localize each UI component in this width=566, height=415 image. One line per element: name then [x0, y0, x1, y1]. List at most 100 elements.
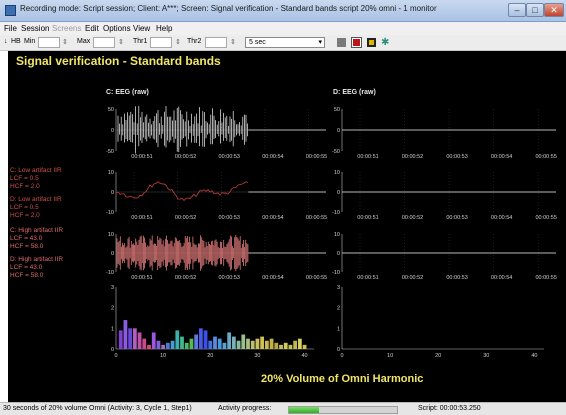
left-spectrum-bar [142, 338, 147, 349]
max-field[interactable] [93, 37, 115, 48]
left-spectrum-bar [123, 320, 128, 349]
d-low-lcf: LCF = 0.5 [10, 204, 39, 211]
left-spectrum-bar [156, 340, 161, 349]
right-raw-ytick: 50 [334, 107, 340, 113]
hb-icon[interactable]: ↓ [4, 38, 8, 45]
time-window-select[interactable]: 5 sec ▾ [245, 37, 325, 48]
settings-icon[interactable]: ✱ [381, 37, 390, 48]
right-high-time-tick: 00:00:51 [357, 275, 378, 281]
left-spectrum-bar [118, 330, 123, 349]
c-low-lcf: LCF = 0.5 [10, 175, 39, 182]
signal-screen: Signal verification - Standard bands C: … [8, 51, 566, 402]
max-spin-icon[interactable]: ⇕ [118, 39, 124, 46]
grid-icon[interactable] [337, 38, 346, 47]
menu-file[interactable]: File [4, 24, 17, 33]
left-high-time-tick: 00:00:52 [175, 275, 196, 281]
left-spectrum-bar [128, 328, 133, 349]
menu-screens: Screens [52, 24, 82, 33]
right-spectrum-xtick: 0 [340, 353, 343, 359]
left-spectrum-xtick: 0 [114, 353, 117, 359]
status-activity-text: 30 seconds of 20% volume Omni (Activity:… [3, 405, 192, 412]
right-spectrum-xtick: 20 [435, 353, 441, 359]
left-spectrum-bar [165, 342, 170, 349]
left-low-ytick: 0 [111, 190, 114, 196]
thr1-spin-icon[interactable]: ⇕ [175, 39, 181, 46]
left-raw-time-tick: 00:00:53 [219, 154, 240, 160]
right-spectrum-xtick: 40 [531, 353, 537, 359]
right-low-time-tick: 00:00:55 [535, 215, 556, 221]
activity-progress-fill [289, 407, 320, 413]
right-high-time-tick: 00:00:55 [535, 275, 556, 281]
left-spectrum-bar [198, 328, 203, 349]
left-spectrum-bar [161, 344, 166, 349]
left-low-time-tick: 00:00:53 [219, 215, 240, 221]
left-spectrum-bar [189, 338, 194, 349]
menu-session[interactable]: Session [21, 24, 50, 33]
left-spectrum-bar [208, 340, 213, 349]
left-raw-ytick: -50 [106, 149, 114, 155]
pause-icon[interactable] [367, 38, 376, 47]
window-titlebar[interactable]: Recording mode: Script session; Client: … [0, 0, 566, 22]
time-window-value: 5 sec [249, 39, 266, 46]
right-spectrum-xtick: 30 [483, 353, 489, 359]
left-low-ytick: 10 [108, 170, 114, 176]
c-high-label: C: High artifact IIR LCF = 43.0 HCF = 58… [10, 227, 63, 251]
left-spectrum-bar [274, 342, 279, 349]
right-spectrum-ytick: 2 [337, 306, 340, 312]
left-spectrum-ytick: 1 [111, 326, 114, 332]
menu-view[interactable]: View [133, 24, 151, 33]
footer-title: 20% Volume of Omni Harmonic [261, 373, 424, 385]
right-spectrum-ytick: 3 [337, 285, 340, 291]
right-high-ytick: 10 [334, 232, 340, 238]
menu-help[interactable]: Help [156, 24, 173, 33]
left-low-time-tick: 00:00:51 [131, 215, 152, 221]
left-low-time-tick: 00:00:54 [262, 215, 283, 221]
d-low-title: D: Low artifact IIR [10, 196, 62, 203]
left-spectrum-bar [175, 330, 180, 349]
c-low-title: C: Low artifact IIR [10, 167, 62, 174]
left-spectrum-bar [151, 332, 156, 349]
right-high-ytick: -10 [332, 270, 340, 276]
left-spectrum-bar [246, 338, 250, 349]
left-raw-ytick: 0 [111, 128, 114, 134]
left-spectrum-xtick: 10 [160, 353, 166, 359]
left-spectrum-ytick: 0 [111, 347, 114, 353]
stop-icon[interactable] [351, 37, 362, 48]
menu-bar: File Session Screens Edit Options View H… [0, 22, 566, 35]
min-spin-icon[interactable]: ⇕ [62, 39, 68, 46]
c-low-hcf: HCF = 2.0 [10, 183, 40, 190]
app-icon [5, 5, 16, 16]
left-low-ytick: -10 [106, 210, 114, 216]
left-spectrum-bar [264, 340, 269, 349]
left-raw-time-tick: 00:00:52 [175, 154, 196, 160]
toolbar: ↓ HB Min ⇕ Max ⇕ Thr1 ⇕ Thr2 ⇕ 5 sec ▾ ✱ [0, 35, 566, 51]
min-field[interactable] [38, 37, 60, 48]
d-low-label: D: Low artifact IIR LCF = 0.5 HCF = 2.0 [10, 196, 62, 220]
min-label: Min [24, 38, 36, 45]
c-high-hcf: HCF = 58.0 [10, 243, 44, 250]
menu-options[interactable]: Options [103, 24, 131, 33]
left-spectrum-bar [283, 342, 288, 349]
left-spectrum-bar [260, 336, 265, 349]
left-raw-ytick: 50 [108, 107, 114, 113]
maximize-button[interactable]: □ [526, 3, 544, 17]
right-low-time-tick: 00:00:53 [446, 215, 467, 221]
close-button[interactable]: ✕ [544, 3, 564, 17]
right-spectrum-ytick: 0 [337, 347, 340, 353]
left-spectrum-bar [147, 344, 151, 349]
thr2-spin-icon[interactable]: ⇕ [230, 39, 236, 46]
activity-progress-label: Activity progress: [218, 405, 272, 412]
minimize-button[interactable]: – [508, 3, 526, 17]
left-spectrum-xtick: 30 [254, 353, 260, 359]
thr1-field[interactable] [150, 37, 172, 48]
thr2-field[interactable] [205, 37, 227, 48]
left-low-time-tick: 00:00:52 [175, 215, 196, 221]
left-spectrum-bar [241, 334, 246, 349]
left-spectrum-bar [180, 336, 184, 349]
left-spectrum-bar [231, 336, 236, 349]
menu-edit[interactable]: Edit [85, 24, 99, 33]
script-time: Script: 00:00:53.250 [418, 405, 481, 412]
c-low-label: C: Low artifact IIR LCF = 0.5 HCF = 2.0 [10, 167, 62, 191]
left-high-time-tick: 00:00:55 [306, 275, 327, 281]
